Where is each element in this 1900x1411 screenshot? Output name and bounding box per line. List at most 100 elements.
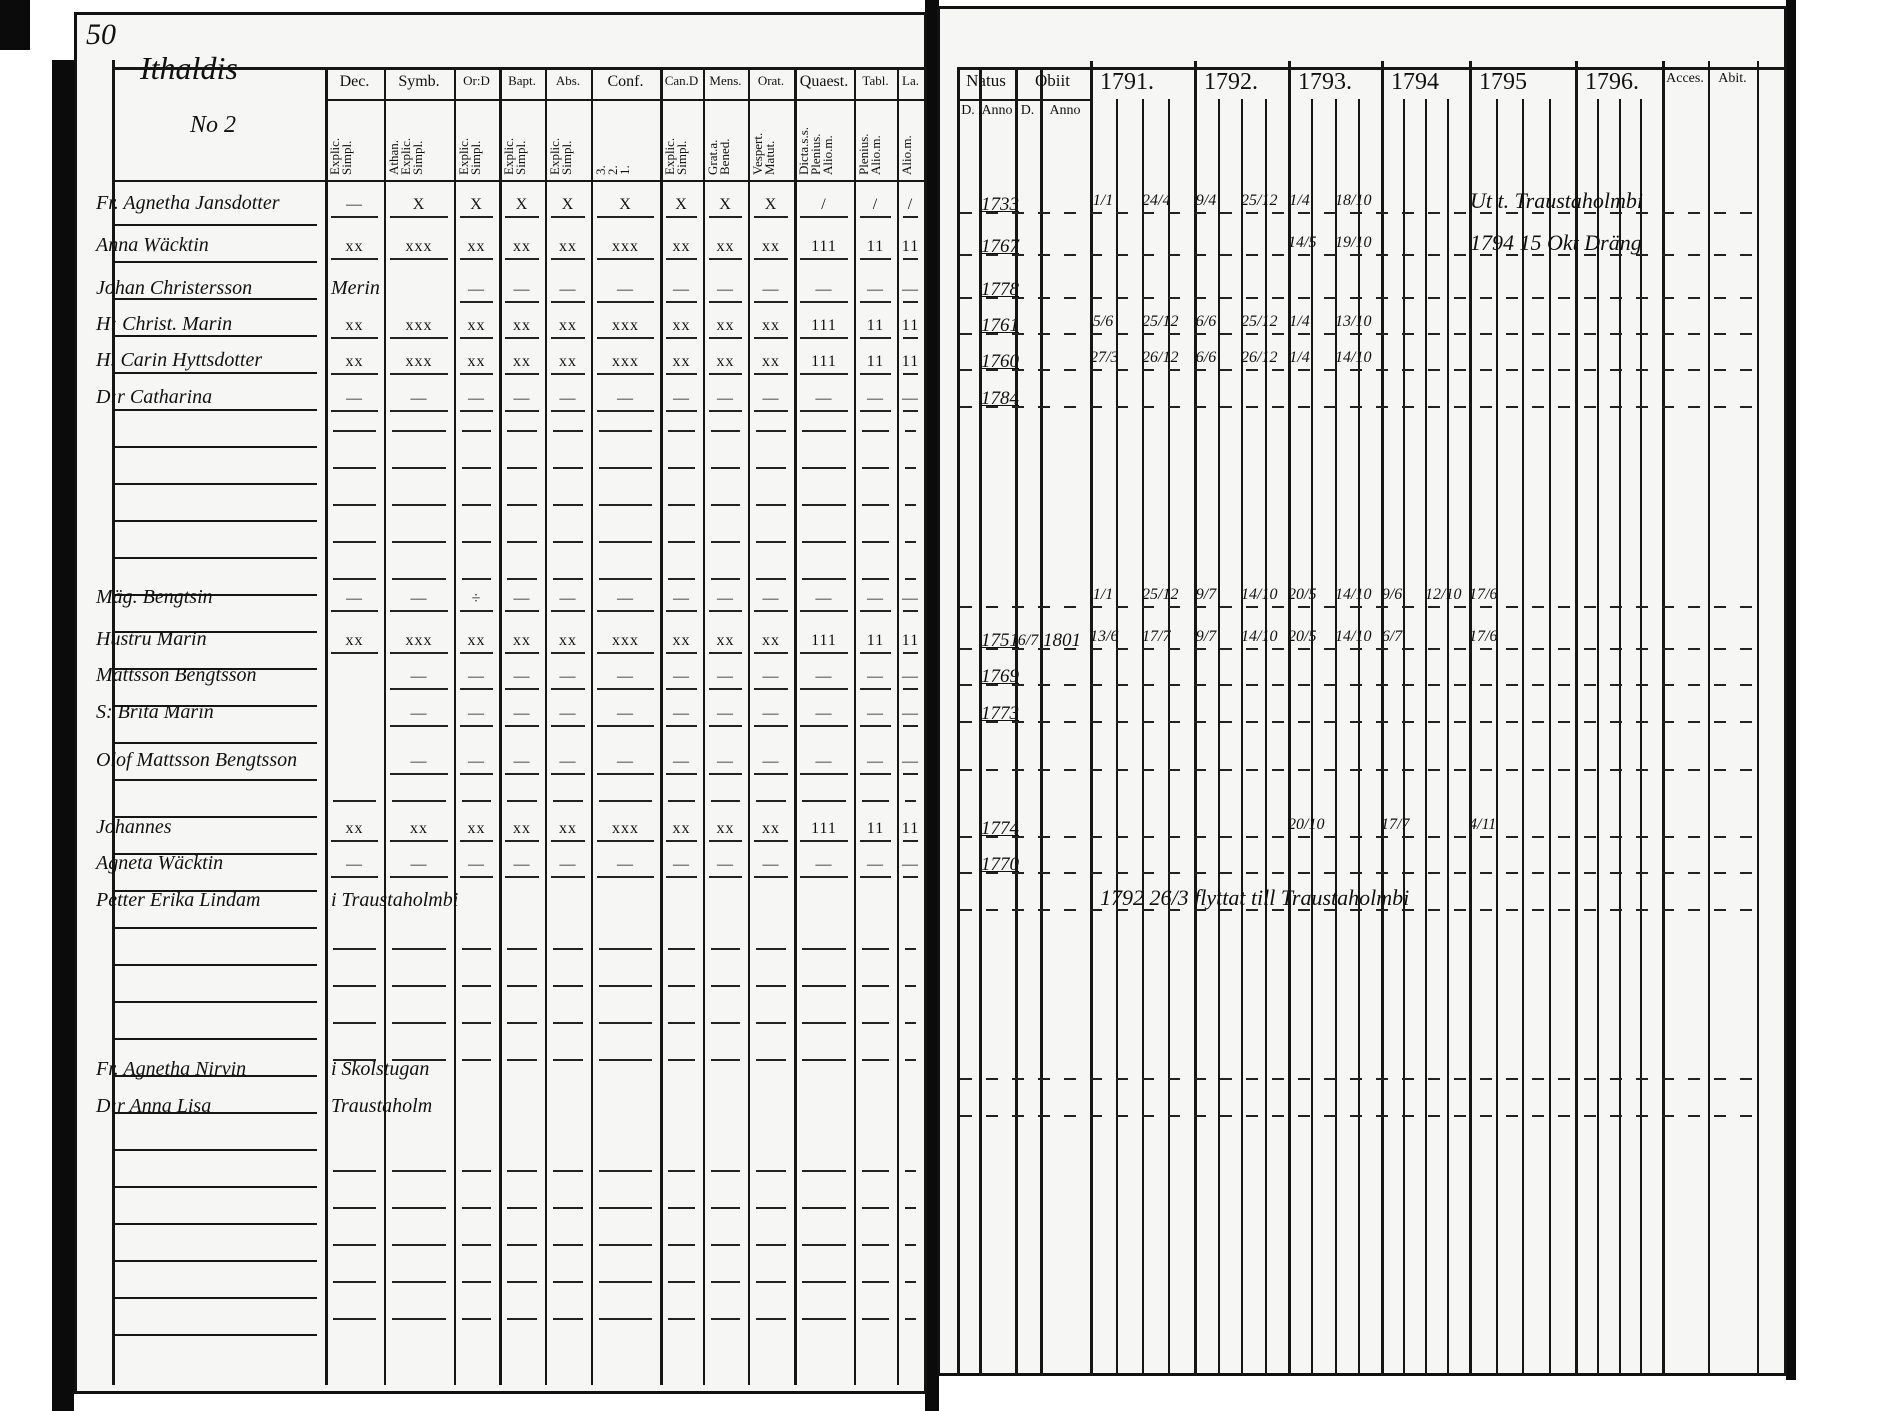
blank-dash [711,1281,740,1283]
examination-mark: xx [513,632,531,649]
mark-underline [460,773,493,775]
mark-underline [597,840,654,842]
examination-mark: xx [513,317,531,334]
row-dash [1038,769,1050,771]
mark-underline [505,725,539,727]
blank-dash [711,800,740,802]
row-dash [1610,606,1622,608]
blank-dash [802,1170,846,1172]
row-dash [1116,212,1128,214]
examination-mark: — [468,753,485,770]
row-dash [1740,297,1752,299]
examination-mark: xxx [405,632,433,649]
row-dash [1558,406,1570,408]
mark-underline [709,301,742,303]
year-header: 1791. [1100,69,1154,95]
row-dash [1194,369,1206,371]
examination-mark: xx [345,353,364,370]
examination-mark: xxx [405,317,433,334]
column-rule [1447,99,1449,1375]
row-dash [1376,1078,1388,1080]
row-dash [1428,1078,1440,1080]
row-dash [986,606,998,608]
blank-dash [905,430,916,432]
row-dash [1272,369,1284,371]
mark-underline [551,410,585,412]
examination-date: 14/10 [1335,349,1372,366]
row-dash [1064,212,1076,214]
examination-mark: xx [559,238,577,255]
row-dash [986,1115,998,1117]
row-dash [1454,721,1466,723]
mark-underline [800,876,848,878]
row-dash [1194,1078,1206,1080]
row-dash [1428,254,1440,256]
mark-underline [390,725,448,727]
row-dash [1402,684,1414,686]
blank-dash [756,430,786,432]
birth-year: 1773 [981,703,1019,724]
row-dash [1402,909,1414,911]
blank-dash [553,948,583,950]
row-dash [1038,721,1050,723]
blank-dash [756,1022,786,1024]
row-dash [1220,769,1232,771]
row-dash [1220,648,1232,650]
blank-dash [711,985,740,987]
column-rule [1469,61,1472,1375]
resident-name: Mattsson Bengtsson [96,664,257,686]
mark-underline [800,337,848,339]
row-dash [1688,872,1700,874]
column-rule [454,67,456,1385]
mark-underline [390,337,448,339]
row-dash [1740,872,1752,874]
mark-underline [505,337,539,339]
blank-dash [392,1170,446,1172]
row-dash [1688,769,1700,771]
mark-underline [460,373,493,375]
row-dash [1064,836,1076,838]
blank-dash [462,1022,491,1024]
mark-underline [709,652,742,654]
row-dash [1298,254,1310,256]
mark-underline [505,876,539,878]
row-dash [1714,648,1726,650]
examination-mark: xx [716,353,735,370]
row-dash [1428,872,1440,874]
resident-note: Traustaholm [331,1095,433,1117]
row-dash [1532,872,1544,874]
mark-underline [505,216,539,218]
row-dash [1376,872,1388,874]
row-dash [1220,909,1232,911]
mark-underline [551,301,585,303]
blank-dash [905,985,916,987]
row-rule [112,1186,317,1188]
row-dash [1350,406,1362,408]
obiit-header: Obiit [1035,71,1070,90]
mark-underline [331,840,378,842]
mark-underline [860,688,891,690]
row-dash [1584,297,1596,299]
year-header: 1795 [1479,69,1527,95]
mark-underline [551,876,585,878]
mark-underline [860,258,891,260]
row-dash [1064,721,1076,723]
mark-underline [800,258,848,260]
row-dash [960,1115,972,1117]
column-rule [1381,61,1384,1375]
row-dash [1376,836,1388,838]
row-dash [1584,721,1596,723]
examination-mark: xx [762,820,780,837]
examination-mark: — [513,705,531,722]
row-dash [1662,836,1674,838]
row-dash [960,297,972,299]
row-dash [1402,369,1414,371]
row-dash [1012,406,1024,408]
row-dash [1636,606,1648,608]
row-dash [1090,1115,1102,1117]
row-dash [1506,648,1518,650]
row-dash [1532,1115,1544,1117]
examination-mark: xxx [612,317,639,334]
year-header: 1792. [1204,69,1258,95]
examination-mark: — [559,390,577,407]
